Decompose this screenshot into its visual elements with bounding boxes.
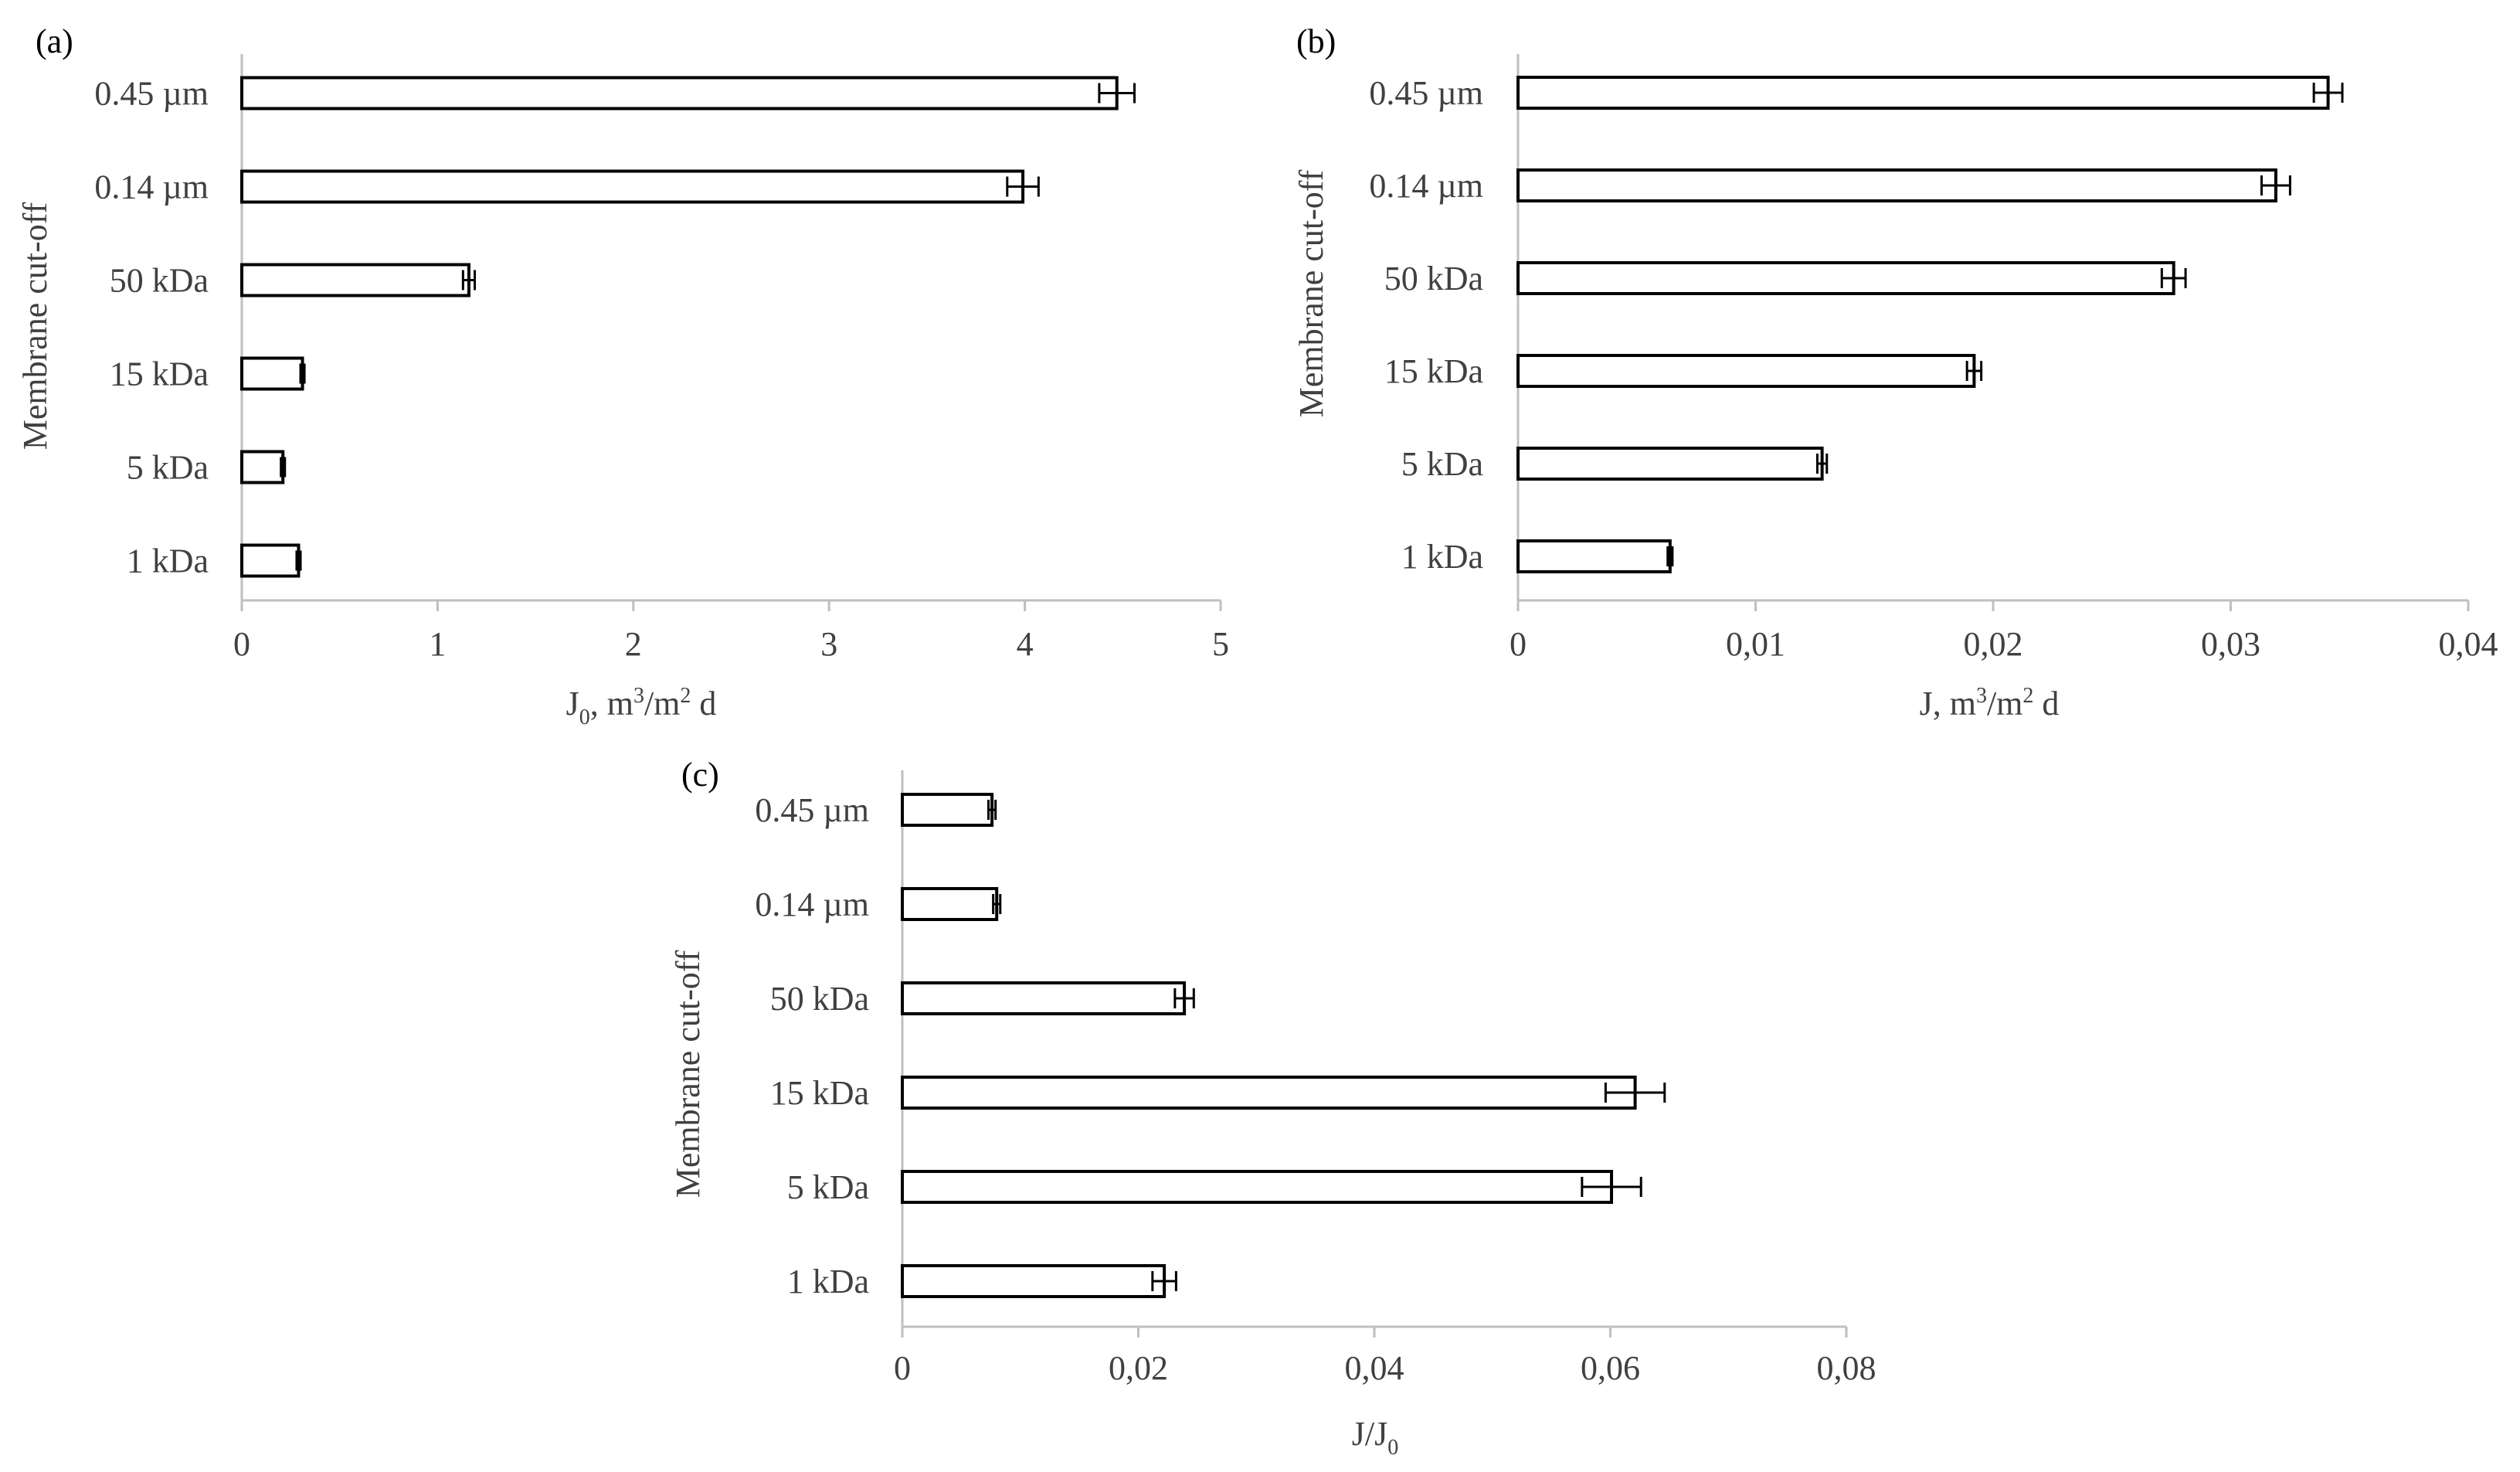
bar — [240, 76, 1119, 110]
category-label: 5 kDa — [787, 1168, 869, 1206]
category-label: 15 kDa — [770, 1074, 869, 1112]
x-tick-label: 0,04 — [1345, 1349, 1404, 1387]
x-axis-title: J/J0 — [1352, 1415, 1398, 1460]
bar — [901, 1264, 1167, 1298]
category-label: 0.45 µm — [94, 75, 209, 113]
bar — [901, 793, 994, 827]
bar — [901, 1170, 1614, 1204]
category-label: 15 kDa — [1384, 352, 1483, 390]
bar — [240, 543, 301, 578]
category-label: 1 kDa — [787, 1263, 869, 1300]
x-tick-label: 5 — [1212, 625, 1229, 663]
bar — [1516, 354, 1976, 388]
bar — [1516, 539, 1672, 573]
bar — [901, 887, 999, 921]
bar — [1516, 447, 1824, 481]
x-tick-label: 1 — [429, 625, 446, 663]
bar — [240, 450, 285, 484]
x-axis-title: J, m3/m2 d — [1920, 684, 2060, 722]
category-label: 5 kDa — [1401, 445, 1483, 483]
category-label: 5 kDa — [127, 449, 209, 487]
x-tick-label: 2 — [625, 625, 642, 663]
category-label: 0.14 µm — [1369, 167, 1483, 205]
bar — [901, 981, 1187, 1015]
panel-label: (b) — [1296, 22, 1336, 60]
panel-label: (a) — [36, 22, 73, 60]
x-tick-label: 0,02 — [1964, 625, 2023, 663]
x-tick-label: 0,02 — [1109, 1349, 1168, 1387]
x-tick-label: 0 — [233, 625, 250, 663]
bar — [240, 169, 1025, 204]
panel-b: (b) 0 0,01 0,02 0,03 0,04 0.45 µm 0.14 µm 50 kDa… — [1292, 22, 2498, 722]
category-label: 50 kDa — [110, 262, 209, 300]
category-label: 0.14 µm — [755, 886, 869, 923]
x-tick-label: 0 — [1510, 625, 1527, 663]
category-label: 0.14 µm — [94, 168, 209, 206]
x-tick-label: 0,01 — [1726, 625, 1785, 663]
x-tick-label: 0,03 — [2201, 625, 2260, 663]
panel-a: (a) 0 1 2 3 4 5 0.45 µm 0.14 µm 50 kDa 15 kDa 5 kDa… — [16, 22, 1229, 729]
x-tick-label: 0,04 — [2439, 625, 2498, 663]
y-axis-title: Membrane cut-off — [16, 202, 54, 450]
category-label: 15 kDa — [110, 355, 209, 393]
x-tick-label: 3 — [820, 625, 837, 663]
bar — [901, 1076, 1637, 1110]
category-label: 1 kDa — [127, 542, 209, 580]
x-tick-label: 0,06 — [1581, 1349, 1640, 1387]
bar — [1516, 261, 2175, 295]
y-axis-title: Membrane cut-off — [1292, 169, 1330, 417]
x-tick-label: 4 — [1017, 625, 1034, 663]
x-axis-title: J0, m3/m2 d — [566, 684, 717, 729]
bar — [240, 263, 470, 297]
panel-c: (c) 0 0,02 0,04 0,06 0,08 0.45 µm 0.14 µm 50 kDa… — [669, 756, 1876, 1460]
category-label: 0.45 µm — [755, 791, 869, 829]
bar — [240, 356, 304, 391]
y-axis-title: Membrane cut-off — [669, 950, 707, 1198]
x-tick-label: 0,08 — [1817, 1349, 1876, 1387]
bar — [1516, 76, 2330, 110]
bar — [1516, 168, 2277, 202]
x-tick-label: 0 — [894, 1349, 911, 1387]
panel-label: (c) — [681, 756, 719, 794]
category-label: 0.45 µm — [1369, 74, 1483, 112]
category-label: 50 kDa — [1384, 260, 1483, 297]
category-label: 1 kDa — [1401, 538, 1483, 576]
category-label: 50 kDa — [770, 980, 869, 1018]
